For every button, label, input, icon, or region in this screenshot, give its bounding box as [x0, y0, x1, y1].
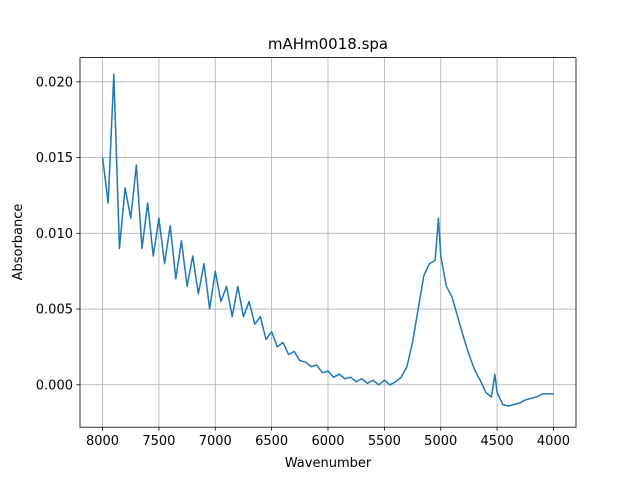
y-tick-label: 0.005 — [36, 303, 73, 318]
chart-title: mAHm0018.spa — [268, 35, 388, 53]
y-tick-label: 0.015 — [36, 151, 73, 166]
y-tick-label: 0.000 — [36, 378, 73, 393]
x-tick-label: 6500 — [255, 434, 288, 449]
x-tick-label: 7500 — [142, 434, 175, 449]
x-tick-label: 5500 — [368, 434, 401, 449]
x-tick-label: 6000 — [311, 434, 344, 449]
x-tick-label: 4000 — [537, 434, 570, 449]
x-tick-label: 7000 — [199, 434, 232, 449]
y-axis-label: Absorbance — [11, 204, 26, 281]
x-axis-label: Wavenumber — [285, 456, 372, 471]
x-tick-label: 8000 — [86, 434, 119, 449]
y-tick-label: 0.010 — [36, 227, 73, 242]
y-tick-label: 0.020 — [36, 75, 73, 90]
x-tick-label: 4500 — [481, 434, 514, 449]
x-tick-label: 5000 — [424, 434, 457, 449]
data-line — [101, 73, 554, 407]
plot-frame — [79, 57, 577, 428]
